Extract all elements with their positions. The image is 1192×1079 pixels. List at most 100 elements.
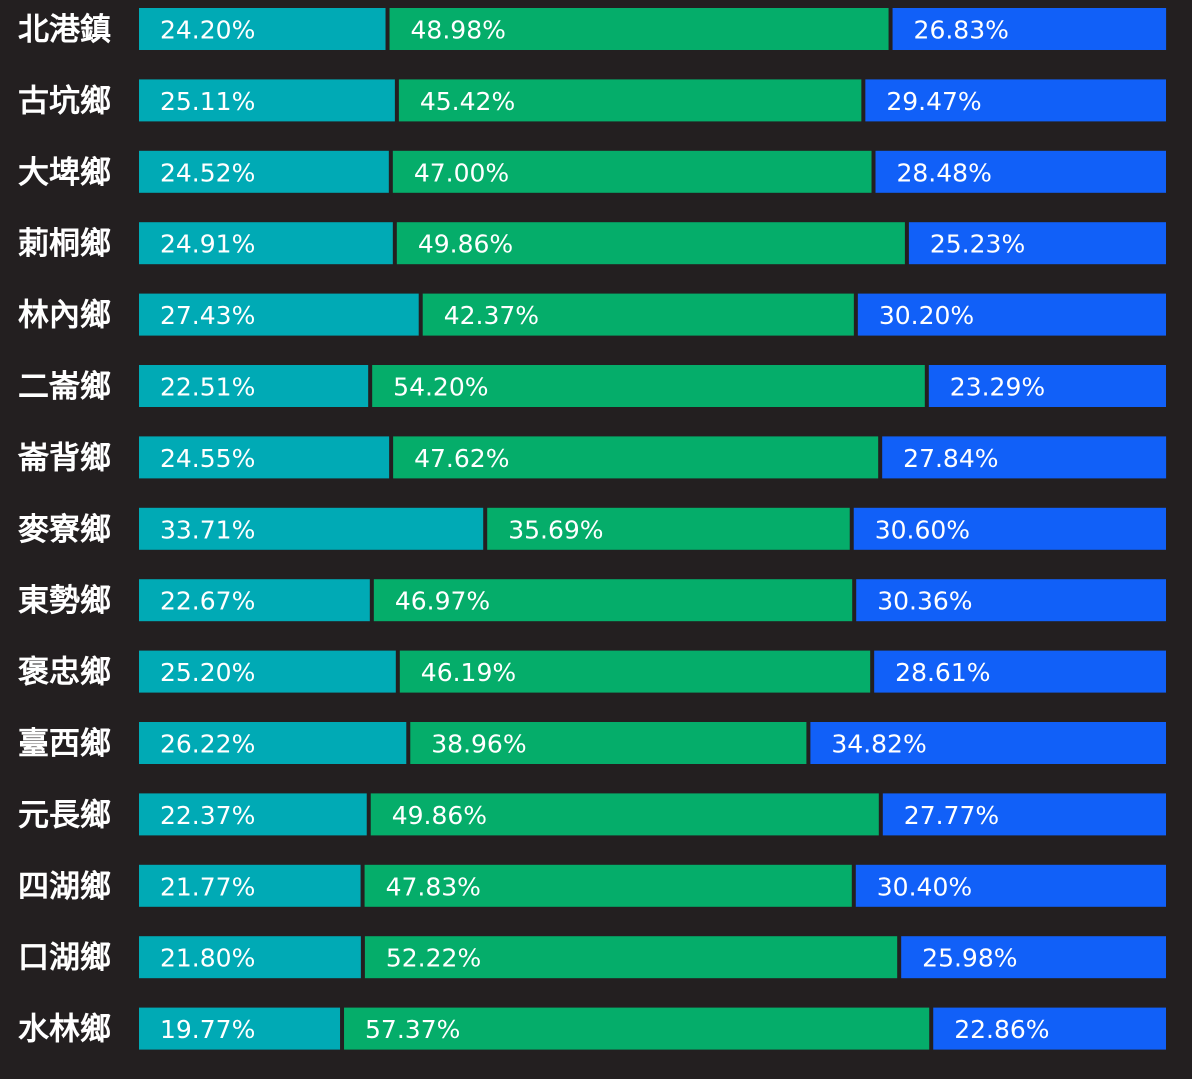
bar-segment [874, 650, 1166, 693]
bar-segment [139, 293, 419, 336]
bar-segment [901, 936, 1166, 979]
bar-segment [389, 8, 889, 50]
bar-segment [364, 864, 852, 907]
data-label: 26.83% [914, 16, 1009, 45]
category-label: 褒忠鄉 [18, 655, 111, 691]
bar-segment [372, 365, 925, 407]
bar-segment [139, 365, 369, 407]
data-label: 24.52% [160, 158, 255, 187]
bar-segment [139, 79, 395, 122]
bar-segment [933, 1007, 1166, 1050]
chart-row: 東勢鄉 22.67% 46.97% 30.36% [18, 579, 1166, 622]
bar-segment [364, 936, 898, 979]
category-label: 臺西鄉 [18, 726, 111, 762]
data-label: 47.83% [386, 872, 481, 901]
bar-segment [399, 650, 871, 693]
bar-segment [865, 79, 1166, 122]
bar-segment [856, 579, 1166, 622]
bar-segment [139, 507, 484, 550]
data-label: 21.80% [160, 944, 255, 973]
bar-segment [139, 436, 390, 479]
data-label: 57.37% [365, 1015, 460, 1044]
category-label: 二崙鄉 [18, 369, 111, 405]
category-label: 崙背鄉 [17, 440, 111, 476]
data-label: 26.22% [160, 730, 255, 759]
bar-segment [139, 8, 386, 50]
data-label: 24.20% [160, 16, 255, 45]
data-label: 52.22% [386, 944, 481, 973]
data-label: 25.98% [922, 944, 1017, 973]
category-label: 麥寮鄉 [18, 512, 111, 548]
chart-row: 二崙鄉 22.51% 54.20% 23.29% [18, 365, 1166, 407]
category-label: 莿桐鄉 [18, 226, 111, 262]
bar-segment [139, 1007, 341, 1050]
data-label: 23.29% [950, 373, 1045, 402]
bar-segment [857, 293, 1166, 336]
bar-segment [392, 150, 872, 193]
data-label: 22.37% [160, 801, 255, 830]
data-label: 19.77% [160, 1015, 255, 1044]
data-label: 21.77% [160, 872, 255, 901]
bar-segment [139, 864, 361, 907]
chart-row: 大埤鄉 24.52% 47.00% 28.48% [18, 150, 1166, 193]
category-label: 四湖鄉 [18, 869, 111, 905]
bar-segment [928, 365, 1166, 407]
bar-segment [422, 293, 854, 336]
chart-row: 水林鄉 19.77% 57.37% 22.86% [18, 1007, 1166, 1050]
data-label: 48.98% [411, 16, 506, 45]
data-label: 27.43% [160, 301, 255, 330]
data-label: 24.55% [160, 444, 255, 473]
chart-row: 崙背鄉 24.55% 47.62% 27.84% [17, 436, 1167, 479]
chart-row: 元長鄉 22.37% 49.86% 27.77% [18, 793, 1166, 836]
chart-row: 臺西鄉 26.22% 38.96% 34.82% [18, 722, 1166, 764]
category-label: 元長鄉 [18, 797, 111, 833]
data-label: 42.37% [444, 301, 539, 330]
bar-segment [396, 222, 905, 265]
chart-row: 麥寮鄉 33.71% 35.69% 30.60% [18, 507, 1166, 550]
bar-segment [139, 150, 389, 193]
chart-row: 莿桐鄉 24.91% 49.86% 25.23% [18, 222, 1166, 265]
data-label: 28.61% [895, 658, 990, 687]
data-label: 45.42% [420, 87, 515, 116]
data-label: 28.48% [897, 158, 992, 187]
bar-segment [855, 864, 1166, 907]
bar-segment [139, 222, 393, 265]
data-label: 54.20% [393, 373, 488, 402]
chart-row: 口湖鄉 21.80% 52.22% 25.98% [18, 936, 1166, 979]
category-label: 東勢鄉 [18, 583, 111, 619]
data-label: 47.00% [414, 158, 509, 187]
bar-segment [139, 650, 396, 693]
data-label: 49.86% [418, 230, 513, 259]
bar-segment [810, 722, 1166, 764]
bar-segment [853, 507, 1166, 550]
data-label: 22.51% [160, 373, 255, 402]
chart-row: 褒忠鄉 25.20% 46.19% 28.61% [18, 650, 1166, 693]
bar-segment [398, 79, 862, 122]
data-label: 33.71% [160, 515, 255, 544]
data-label: 25.20% [160, 658, 255, 687]
data-label: 30.40% [877, 872, 972, 901]
bar-segment [139, 579, 370, 622]
data-label: 22.67% [160, 587, 255, 616]
data-label: 22.86% [954, 1015, 1049, 1044]
bar-segment [892, 8, 1167, 50]
chart-row: 林內鄉 27.43% 42.37% 30.20% [18, 293, 1166, 336]
data-label: 25.23% [930, 230, 1025, 259]
category-label: 水林鄉 [18, 1012, 111, 1048]
bar-segment [139, 936, 361, 979]
data-label: 30.36% [877, 587, 972, 616]
bar-segment [139, 722, 407, 764]
bar-segment [882, 436, 1167, 479]
bar-segment [139, 793, 367, 836]
data-label: 27.84% [903, 444, 998, 473]
bar-segment [410, 722, 807, 764]
data-label: 47.62% [414, 444, 509, 473]
bar-segment [370, 793, 879, 836]
bar-segment [344, 1007, 930, 1050]
category-label: 林內鄉 [18, 298, 111, 334]
chart-row: 四湖鄉 21.77% 47.83% 30.40% [18, 864, 1166, 907]
chart-row: 古坑鄉 25.11% 45.42% 29.47% [18, 79, 1166, 122]
category-label: 古坑鄉 [18, 83, 111, 119]
data-label: 25.11% [160, 87, 255, 116]
